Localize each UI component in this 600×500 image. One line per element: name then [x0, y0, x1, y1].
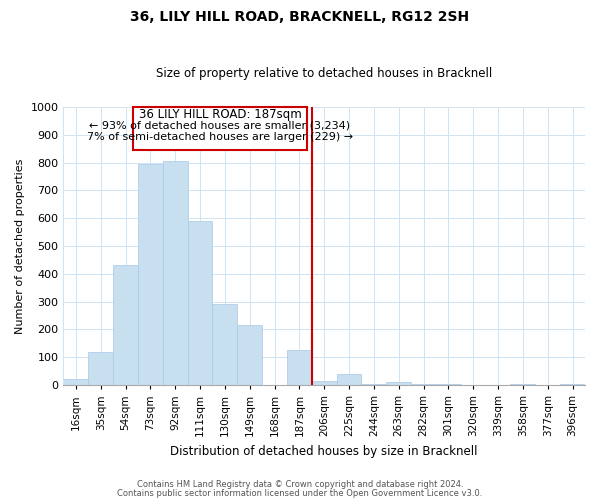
Bar	[386, 382, 411, 385]
Bar	[436, 384, 461, 385]
Bar	[64, 380, 88, 385]
Bar	[511, 384, 535, 385]
Text: 36 LILY HILL ROAD: 187sqm: 36 LILY HILL ROAD: 187sqm	[139, 108, 301, 122]
Bar	[411, 384, 436, 385]
Y-axis label: Number of detached properties: Number of detached properties	[15, 158, 25, 334]
Text: ← 93% of detached houses are smaller (3,234): ← 93% of detached houses are smaller (3,…	[89, 121, 350, 131]
Bar	[361, 384, 386, 385]
Bar	[138, 164, 163, 385]
FancyBboxPatch shape	[133, 107, 307, 150]
Text: 7% of semi-detached houses are larger (229) →: 7% of semi-detached houses are larger (2…	[87, 132, 353, 142]
Bar	[212, 304, 237, 385]
Bar	[287, 350, 312, 385]
Bar	[188, 221, 212, 385]
X-axis label: Distribution of detached houses by size in Bracknell: Distribution of detached houses by size …	[170, 444, 478, 458]
Bar	[560, 384, 585, 385]
Bar	[237, 326, 262, 385]
Bar	[88, 352, 113, 385]
Title: Size of property relative to detached houses in Bracknell: Size of property relative to detached ho…	[156, 66, 493, 80]
Bar	[312, 381, 337, 385]
Bar	[337, 374, 361, 385]
Text: Contains HM Land Registry data © Crown copyright and database right 2024.: Contains HM Land Registry data © Crown c…	[137, 480, 463, 489]
Bar	[163, 162, 188, 385]
Bar	[113, 266, 138, 385]
Text: Contains public sector information licensed under the Open Government Licence v3: Contains public sector information licen…	[118, 490, 482, 498]
Text: 36, LILY HILL ROAD, BRACKNELL, RG12 2SH: 36, LILY HILL ROAD, BRACKNELL, RG12 2SH	[130, 10, 470, 24]
